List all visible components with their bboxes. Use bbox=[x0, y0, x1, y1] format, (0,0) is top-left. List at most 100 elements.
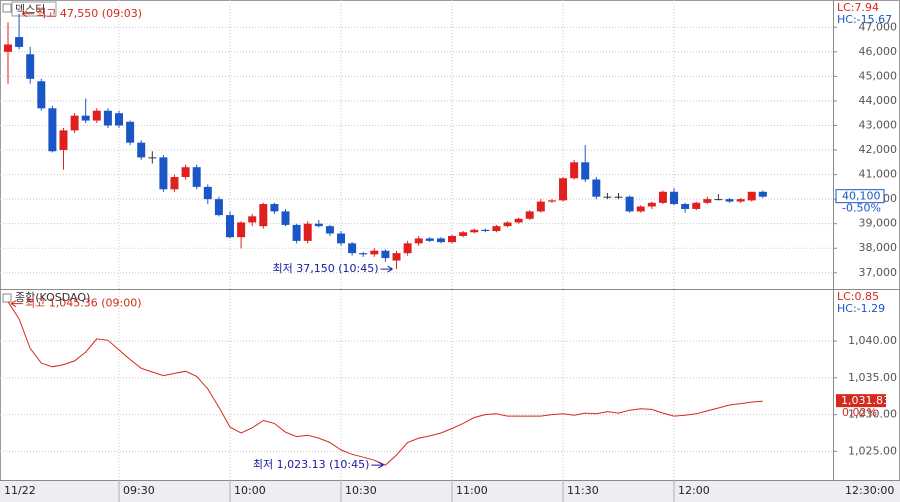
candle-body bbox=[425, 238, 434, 241]
candle-body bbox=[559, 178, 568, 201]
candle-body bbox=[59, 130, 68, 151]
candle-body bbox=[647, 202, 656, 207]
y-tick-label: 41,000 bbox=[859, 168, 898, 181]
last-price: 40,100 bbox=[842, 190, 881, 203]
high-label: 최고 1,045.36 (09:00) bbox=[25, 297, 142, 310]
candle-body bbox=[159, 157, 168, 190]
candle-body bbox=[681, 204, 690, 209]
candle-body bbox=[292, 224, 301, 241]
index-line bbox=[7, 301, 763, 466]
candle-body bbox=[37, 81, 46, 109]
candle-body bbox=[115, 113, 123, 126]
candle-body bbox=[714, 199, 723, 201]
candle-body bbox=[448, 235, 457, 243]
lc-label: LC:7.94 bbox=[837, 1, 879, 14]
candle-body bbox=[337, 233, 346, 244]
x-tick-label: 10:00 bbox=[234, 484, 266, 497]
candle-body bbox=[248, 216, 257, 223]
candle-body bbox=[259, 204, 268, 227]
x-tick-label: 11:00 bbox=[456, 484, 488, 497]
candle-body bbox=[214, 199, 223, 216]
candle-body bbox=[26, 54, 35, 79]
candle-body bbox=[470, 229, 479, 233]
candle-body bbox=[181, 167, 190, 178]
change-label: -0.50% bbox=[842, 202, 881, 215]
date-label: 11/22 bbox=[4, 484, 36, 497]
candle-body bbox=[137, 142, 146, 158]
last-price: 1,031.83 bbox=[841, 394, 890, 407]
low-label: 최저 1,023.13 (10:45) bbox=[253, 458, 370, 471]
candle-body bbox=[736, 199, 745, 202]
y-tick-label: 44,000 bbox=[859, 94, 898, 107]
y-tick-label: 37,000 bbox=[859, 266, 898, 279]
candle-body bbox=[459, 232, 468, 236]
candle-body bbox=[303, 223, 312, 241]
candle-body bbox=[581, 162, 590, 180]
candle-body bbox=[614, 196, 623, 198]
candle-body bbox=[148, 157, 157, 159]
candle-body bbox=[226, 215, 235, 238]
title-box bbox=[11, 1, 57, 17]
x-tick-label: 10:30 bbox=[345, 484, 377, 497]
candle-body bbox=[170, 177, 179, 190]
candle-body bbox=[692, 202, 701, 209]
x-end-label: 12:30:00 bbox=[845, 484, 894, 497]
candle-body bbox=[636, 206, 645, 212]
candle-body bbox=[325, 226, 334, 234]
candle-body bbox=[203, 186, 212, 200]
x-tick-label: 11:30 bbox=[567, 484, 599, 497]
candle-body bbox=[492, 226, 501, 232]
candle-body bbox=[348, 243, 357, 254]
candle-body bbox=[3, 44, 12, 52]
y-tick-label: 1,030.00 bbox=[848, 408, 897, 421]
candle-body bbox=[15, 37, 24, 47]
candle-body bbox=[525, 211, 534, 219]
x-tick-label: 12:00 bbox=[678, 484, 710, 497]
candle-body bbox=[414, 238, 423, 244]
change-label: 0.02% bbox=[842, 406, 877, 419]
candle-body bbox=[126, 121, 135, 143]
y-tick-label: 45,000 bbox=[859, 69, 898, 82]
candle-body bbox=[481, 229, 490, 232]
y-tick-label: 1,035.00 bbox=[848, 371, 897, 384]
candle-body bbox=[747, 191, 756, 201]
candle-body bbox=[670, 191, 679, 205]
lc-label: LC:0.85 bbox=[837, 290, 879, 303]
candle-body bbox=[48, 108, 57, 152]
candle-body bbox=[92, 110, 101, 121]
panel-icon bbox=[2, 293, 12, 303]
y-tick-label: 38,000 bbox=[859, 241, 898, 254]
low-arrow bbox=[380, 265, 393, 273]
high-arrow bbox=[10, 300, 23, 308]
candle-body bbox=[436, 238, 445, 243]
panel-title: 덱스터 bbox=[15, 3, 45, 16]
candle-body bbox=[514, 218, 523, 223]
y-tick-label: 1,025.00 bbox=[848, 444, 897, 457]
y-tick-label: 43,000 bbox=[859, 118, 898, 131]
candle-body bbox=[81, 115, 90, 121]
low-label: 최저 37,150 (10:45) bbox=[273, 262, 379, 275]
candle-body bbox=[281, 211, 290, 225]
candle-body bbox=[570, 162, 579, 179]
high-label: 최고 47,550 (09:03) bbox=[36, 7, 142, 20]
high-arrow bbox=[21, 10, 35, 18]
candle-body bbox=[703, 199, 712, 203]
y-tick-label: 1,040.00 bbox=[848, 334, 897, 347]
last-price-box bbox=[835, 189, 885, 204]
candle-body bbox=[658, 191, 667, 203]
candle-body bbox=[270, 204, 279, 212]
y-tick-label: 46,000 bbox=[859, 45, 898, 58]
y-tick-label: 47,000 bbox=[859, 20, 898, 33]
candle-body bbox=[625, 196, 634, 212]
y-tick-label: 39,000 bbox=[859, 217, 898, 230]
y-tick-label: 42,000 bbox=[859, 143, 898, 156]
candle-body bbox=[547, 200, 556, 202]
candle-body bbox=[392, 253, 401, 261]
hc-label: HC:-15.67 bbox=[837, 13, 892, 26]
candle-body bbox=[237, 222, 246, 238]
last-price-box bbox=[836, 394, 886, 408]
candle-body bbox=[503, 222, 512, 227]
hc-label: HC:-1.29 bbox=[837, 302, 885, 315]
